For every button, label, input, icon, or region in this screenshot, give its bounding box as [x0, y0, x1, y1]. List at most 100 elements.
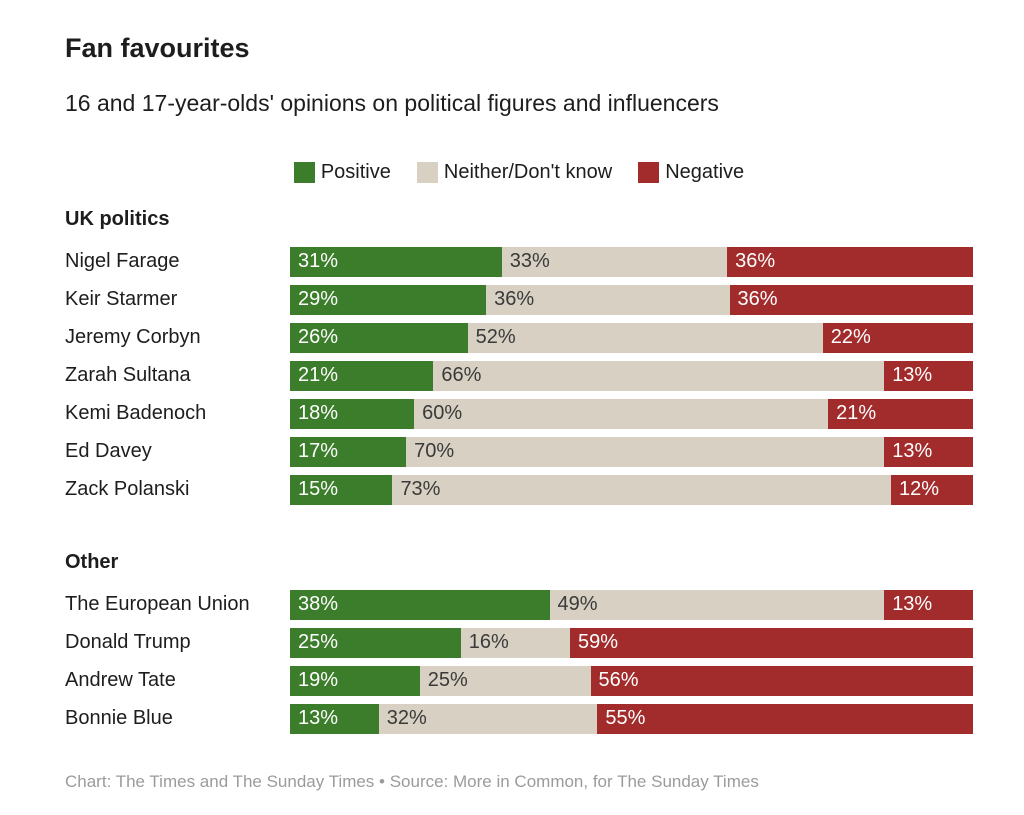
segment-value: 56%	[598, 669, 639, 692]
segment-value: 36%	[494, 288, 535, 311]
segment-value: 36%	[737, 288, 778, 311]
segment-positive: 13%	[290, 703, 379, 734]
segment-neither-don-t-know: 66%	[433, 360, 885, 391]
chart-section: Other The European Union 38% 49% 13% Donald T…	[65, 551, 973, 734]
segment-value: 33%	[509, 250, 550, 273]
chart-attribution: Chart: The Times and The Sunday Times • …	[65, 771, 759, 791]
segment-value: 13%	[298, 707, 339, 730]
row-label: Keir Starmer	[65, 288, 178, 311]
segment-value: 36%	[735, 250, 776, 273]
bar-track: 15% 73% 12%	[290, 474, 973, 505]
row-label: Kemi Badenoch	[65, 402, 207, 425]
legend-label: Negative	[665, 160, 745, 183]
row-label: The European Union	[65, 593, 250, 616]
segment-value: 25%	[298, 631, 339, 654]
legend-item: Positive	[293, 160, 391, 184]
chart-sections: UK politics Nigel Farage 31% 33% 36% Keir Sta…	[65, 208, 973, 734]
legend-label: Neither/Don't know	[443, 160, 613, 183]
legend-swatch-icon	[293, 161, 315, 183]
segment-neither-don-t-know: 73%	[392, 474, 892, 505]
segment-value: 12%	[899, 478, 940, 501]
legend: Positive Neither/Don't know Negative	[65, 161, 973, 184]
bar-track: 31% 33% 36%	[290, 246, 973, 277]
row-label: Nigel Farage	[65, 250, 180, 273]
legend-swatch-icon	[416, 161, 438, 183]
bar-track: 19% 25% 56%	[290, 665, 973, 696]
bar-track: 17% 70% 13%	[290, 436, 973, 467]
segment-value: 38%	[298, 593, 339, 616]
segment-neither-don-t-know: 16%	[460, 627, 571, 658]
segment-neither-don-t-know: 52%	[467, 322, 823, 353]
row-label: Donald Trump	[65, 631, 191, 654]
chart-row: Keir Starmer 29% 36% 36%	[65, 284, 973, 315]
bar-track: 29% 36% 36%	[290, 284, 973, 315]
segment-value: 49%	[557, 593, 598, 616]
chart-row: Ed Davey 17% 70% 13%	[65, 436, 973, 467]
segment-negative: 22%	[822, 322, 973, 353]
segment-value: 25%	[427, 669, 468, 692]
segment-positive: 31%	[290, 246, 502, 277]
bar-track: 13% 32% 55%	[290, 703, 973, 734]
chart-section: UK politics Nigel Farage 31% 33% 36% Keir Sta…	[65, 208, 973, 505]
segment-negative: 13%	[884, 436, 973, 467]
bar-track: 38% 49% 13%	[290, 589, 973, 620]
segment-value: 52%	[475, 326, 516, 349]
segment-value: 18%	[298, 402, 339, 425]
bar-track: 21% 66% 13%	[290, 360, 973, 391]
segment-neither-don-t-know: 49%	[549, 589, 885, 620]
segment-positive: 15%	[290, 474, 393, 505]
chart-row: Zarah Sultana 21% 66% 13%	[65, 360, 973, 391]
chart-row: Nigel Farage 31% 33% 36%	[65, 246, 973, 277]
segment-positive: 29%	[290, 284, 487, 315]
segment-value: 17%	[298, 440, 339, 463]
row-label: Jeremy Corbyn	[65, 326, 201, 349]
segment-neither-don-t-know: 32%	[378, 703, 598, 734]
segment-neither-don-t-know: 36%	[486, 284, 730, 315]
legend-item: Neither/Don't know	[416, 160, 613, 184]
chart-row: Zack Polanski 15% 73% 12%	[65, 474, 973, 505]
legend-item: Negative	[638, 161, 744, 184]
segment-positive: 25%	[290, 627, 461, 658]
chart-subtitle: 16 and 17-year-olds' opinions on politic…	[65, 89, 719, 116]
segment-negative: 21%	[828, 398, 973, 429]
chart-title: Fan favourites	[65, 33, 250, 63]
segment-negative: 36%	[727, 246, 973, 277]
segment-neither-don-t-know: 33%	[501, 246, 728, 277]
segment-positive: 18%	[290, 398, 415, 429]
segment-negative: 13%	[884, 360, 973, 391]
legend-label: Positive	[320, 160, 391, 183]
segment-positive: 26%	[290, 322, 468, 353]
segment-value: 26%	[298, 326, 339, 349]
section-heading: Other	[65, 550, 119, 573]
chart-row: Donald Trump 25% 16% 59%	[65, 627, 973, 658]
segment-value: 16%	[468, 631, 509, 654]
segment-value: 32%	[386, 707, 427, 730]
row-label: Zarah Sultana	[65, 364, 191, 387]
row-label: Bonnie Blue	[65, 707, 173, 730]
segment-value: 13%	[892, 440, 933, 463]
chart-row: Andrew Tate 19% 25% 56%	[65, 665, 973, 696]
segment-value: 70%	[414, 440, 455, 463]
chart-row: Bonnie Blue 13% 32% 55%	[65, 703, 973, 734]
segment-positive: 17%	[290, 436, 407, 467]
segment-value: 21%	[298, 364, 339, 387]
segment-neither-don-t-know: 25%	[419, 665, 591, 696]
segment-neither-don-t-know: 60%	[414, 398, 829, 429]
segment-value: 66%	[441, 364, 482, 387]
segment-positive: 21%	[290, 360, 434, 391]
row-label: Zack Polanski	[65, 478, 190, 501]
segment-value: 15%	[298, 478, 339, 501]
segment-value: 19%	[298, 669, 339, 692]
segment-positive: 19%	[290, 665, 420, 696]
bar-track: 18% 60% 21%	[290, 398, 973, 429]
legend-swatch-icon	[638, 161, 660, 183]
segment-value: 13%	[892, 364, 933, 387]
segment-value: 73%	[400, 478, 441, 501]
segment-negative: 12%	[891, 474, 973, 505]
bar-track: 26% 52% 22%	[290, 322, 973, 353]
segment-value: 21%	[836, 402, 877, 425]
chart-row: Jeremy Corbyn 26% 52% 22%	[65, 322, 973, 353]
segment-negative: 59%	[570, 627, 973, 658]
segment-value: 59%	[578, 631, 619, 654]
